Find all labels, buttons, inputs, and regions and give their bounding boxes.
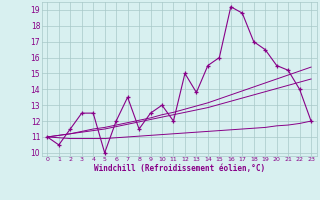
X-axis label: Windchill (Refroidissement éolien,°C): Windchill (Refroidissement éolien,°C): [94, 164, 265, 173]
